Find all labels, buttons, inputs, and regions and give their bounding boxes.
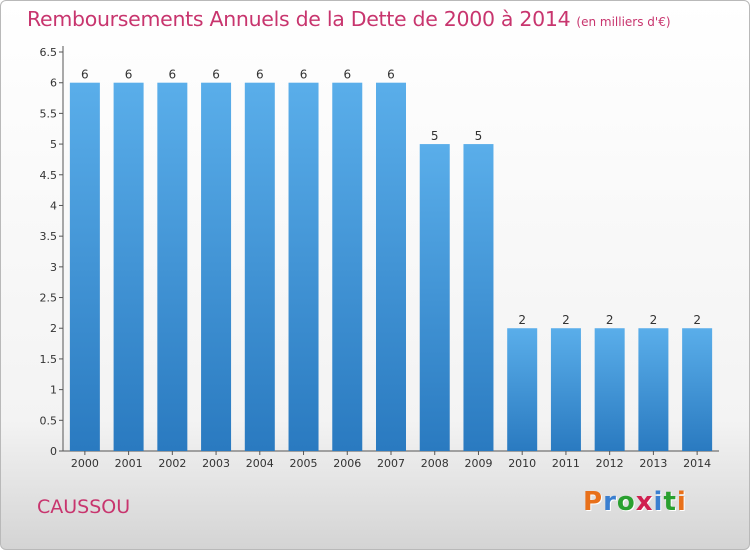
data-label: 2 (606, 313, 614, 327)
logo-letter: i (653, 487, 664, 517)
y-tick-label: 5 (50, 138, 57, 151)
data-label: 6 (300, 68, 308, 82)
y-tick-label: 1.5 (40, 353, 58, 366)
x-tick-label: 2003 (202, 457, 230, 470)
bar (376, 82, 406, 451)
y-tick-label: 4.5 (40, 169, 58, 182)
logo-letter: o (616, 487, 636, 517)
data-labels: 6 6 6 6 6 6 6 6 5 5 2 2 2 2 2 (81, 68, 701, 328)
logo-letter: i (676, 487, 687, 517)
x-tick-label: 2009 (464, 457, 492, 470)
bar (594, 328, 625, 451)
data-label: 5 (431, 129, 439, 143)
bar (332, 82, 363, 451)
x-tick-label: 2008 (421, 457, 449, 470)
data-label: 2 (518, 313, 526, 327)
x-tick-label: 2004 (246, 457, 274, 470)
commune-name: CAUSSOU (37, 496, 131, 518)
bar (463, 144, 494, 452)
proxiti-logo: Proxiti (583, 487, 687, 517)
y-tick-label: 1 (50, 384, 57, 397)
chart-title: Remboursements Annuels de la Dette de 20… (27, 7, 671, 31)
y-tick-label: 6.5 (40, 46, 58, 59)
data-label: 6 (125, 68, 133, 82)
bar (419, 144, 450, 452)
x-tick-label: 2011 (552, 457, 580, 470)
bar (157, 82, 188, 451)
x-tick-label: 2002 (158, 457, 186, 470)
x-tick-label: 2005 (290, 457, 318, 470)
bar (550, 328, 581, 451)
y-tick-label: 0 (50, 445, 57, 458)
x-tick-label: 2007 (377, 457, 405, 470)
logo-letter: P (583, 487, 604, 517)
chart-title-text: Remboursements Annuels de la Dette de 20… (27, 7, 571, 31)
bar (288, 82, 319, 451)
bar (507, 328, 538, 451)
bar (638, 328, 669, 451)
logo-letter: r (603, 487, 617, 517)
bar (201, 82, 232, 451)
data-label: 6 (169, 68, 177, 82)
bars (69, 82, 713, 452)
x-tick-label: 2006 (333, 457, 361, 470)
y-tick-label: 5.5 (40, 107, 58, 120)
data-label: 6 (387, 68, 395, 82)
y-tick-label: 4 (50, 199, 57, 212)
y-tick-label: 0.5 (40, 414, 58, 427)
x-tick-label: 2001 (115, 457, 143, 470)
data-label: 6 (343, 68, 351, 82)
y-tick-label: 2.5 (40, 292, 58, 305)
data-label: 2 (650, 313, 658, 327)
y-tick-label: 2 (50, 322, 57, 335)
bar (682, 328, 713, 451)
chart-unit: (en milliers d'€) (576, 15, 671, 29)
logo-letter: t (663, 487, 677, 517)
y-tick-label: 3 (50, 261, 57, 274)
data-label: 2 (562, 313, 570, 327)
bar (244, 82, 275, 451)
x-tick-label: 2014 (683, 457, 711, 470)
bar (69, 82, 100, 451)
logo-letter: x (635, 487, 654, 517)
bar (113, 82, 144, 451)
y-tick-label: 3.5 (40, 230, 58, 243)
data-label: 6 (212, 68, 220, 82)
data-label: 6 (256, 68, 264, 82)
data-label: 6 (81, 68, 89, 82)
axes: 0 0.5 1 1.5 2 2.5 3 3.5 4 4.5 5 5.5 6 6.5 2000 2001 2002… (40, 46, 719, 470)
data-label: 5 (475, 129, 483, 143)
data-label: 2 (693, 313, 701, 327)
y-tick-label: 6 (50, 77, 57, 90)
x-tick-label: 2012 (596, 457, 624, 470)
x-tick-label: 2010 (508, 457, 536, 470)
x-tick-label: 2000 (71, 457, 99, 470)
x-tick-label: 2013 (639, 457, 667, 470)
